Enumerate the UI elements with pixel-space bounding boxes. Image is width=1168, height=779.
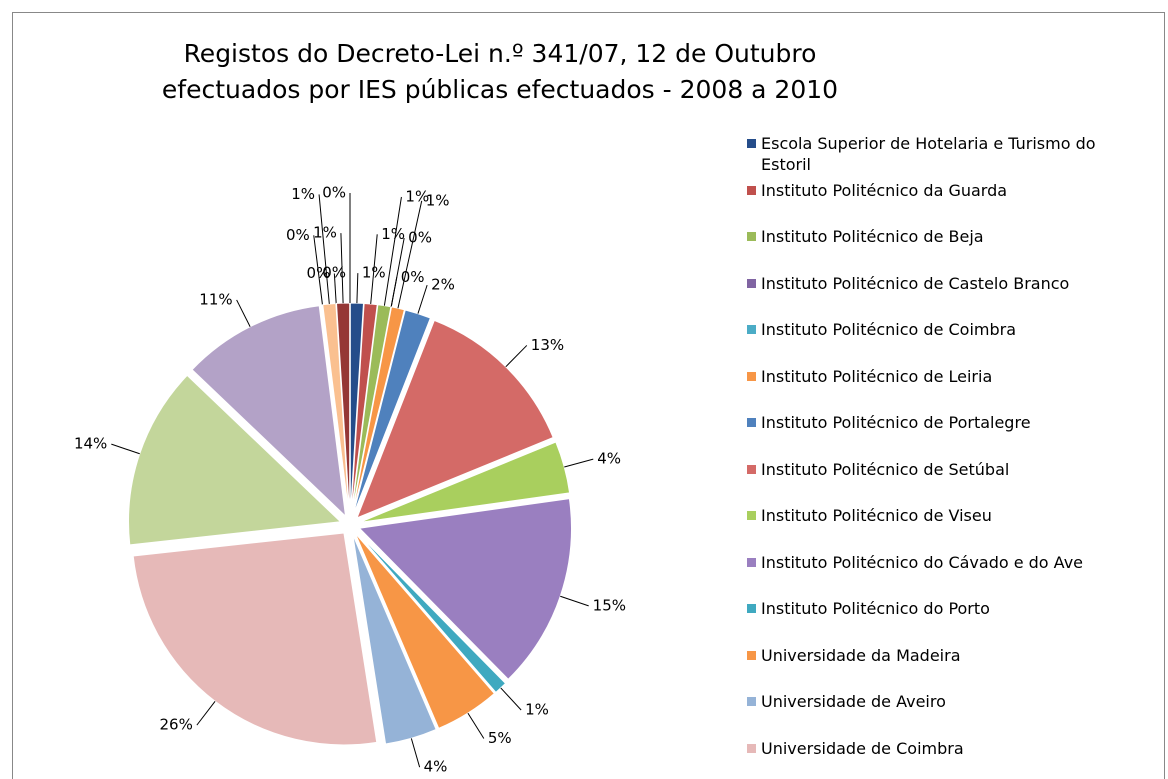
legend-label: Instituto Politécnico de Castelo Branco [761, 273, 1070, 293]
title-line: Registos do Decreto-Lei n.º 341/07, 12 d… [183, 39, 817, 68]
pie-slice [132, 532, 378, 746]
leader-line [390, 237, 405, 307]
leader-line [196, 700, 216, 726]
leader-line [313, 235, 323, 305]
leader-line [318, 194, 330, 305]
data-label: 0% [286, 226, 310, 244]
data-label: 11% [199, 290, 232, 308]
legend-entry: Instituto Politécnico do Porto [745, 598, 1136, 619]
legend-label: Instituto Politécnico de Coimbra [761, 320, 1017, 339]
legend-swatch [747, 232, 756, 241]
legend-swatch [747, 325, 756, 334]
data-label: 1% [381, 225, 405, 243]
legend-label: Instituto Politécnico de Setúbal [761, 459, 1010, 479]
legend-label: Instituto Politécnico da Guarda [761, 180, 1008, 200]
pie-slice [350, 302, 378, 516]
legend-entry: Instituto Politécnico da Guarda [745, 180, 1136, 201]
data-label: 1% [525, 700, 549, 718]
legend-label: Universidade de Aveiro [761, 692, 946, 711]
leader-line [560, 595, 589, 607]
legend-label: Universidade de Coimbra [761, 738, 964, 758]
data-label: 0% [322, 184, 346, 202]
legend-swatch [747, 185, 756, 195]
legend-swatch [747, 697, 756, 706]
data-label: 0% [401, 268, 425, 286]
legend-entry: Instituto Politécnico de Portalegre [745, 412, 1136, 433]
data-label: 1% [426, 191, 450, 209]
legend-label: Instituto Politécnico do Cávado e do Ave [761, 552, 1083, 572]
legend-label: Escola Superior de Hotelaria e Turismo d… [761, 134, 1096, 174]
legend-swatch [747, 464, 756, 474]
pie-slice [359, 441, 571, 523]
data-label: 0% [322, 264, 346, 282]
leader-line [500, 687, 522, 711]
legend-swatch [747, 650, 756, 660]
pie-slice [358, 498, 572, 680]
legend-entry: Universidade de Aveiro [745, 691, 1136, 712]
data-label: 26% [160, 716, 193, 734]
leader-line [410, 738, 421, 768]
legend-swatch [747, 371, 756, 381]
data-label: 14% [74, 435, 107, 453]
leader-line [564, 458, 594, 468]
pie-slice [356, 531, 507, 694]
data-label: 2% [431, 276, 455, 294]
leader-line [383, 196, 402, 306]
legend-entry: Escola Superior de Hotelaria e Turismo d… [745, 133, 1136, 175]
legend-label: Instituto Politécnico do Porto [761, 599, 990, 618]
leader-line [370, 234, 378, 305]
legend-entry: Universidade de Coimbra [745, 738, 1136, 759]
chart-frame [12, 12, 1165, 779]
data-label: 1% [291, 185, 315, 203]
pie-slice [356, 319, 554, 519]
legend-entry: Instituto Politécnico de Viseu [745, 505, 1136, 526]
pie-slice [191, 305, 347, 518]
data-label: 13% [531, 336, 564, 354]
leader-line [333, 273, 337, 304]
legend-swatch [747, 511, 756, 520]
legend-label: Universidade da Madeira [761, 645, 961, 665]
pie-slice [128, 374, 342, 546]
leader-line [356, 273, 359, 304]
leader-line [236, 299, 251, 327]
legend-swatch [747, 278, 756, 288]
legend-entry: Instituto Politécnico de Castelo Branco [745, 273, 1136, 294]
legend-label: Instituto Politécnico de Portalegre [761, 413, 1031, 432]
legend-entry: Instituto Politécnico de Setúbal [745, 459, 1136, 480]
data-label: 4% [597, 450, 621, 468]
legend-entry: Instituto Politécnico de Beja [745, 226, 1136, 247]
legend-entry: Instituto Politécnico do Cávado e do Ave [745, 552, 1136, 573]
chart-title: Registos do Decreto-Lei n.º 341/07, 12 d… [100, 36, 900, 108]
legend-entry: Universidade da Madeira [745, 645, 1136, 666]
legend-label: Instituto Politécnico de Leiria [761, 366, 993, 386]
title-line: efectuados por IES públicas efectuados -… [161, 75, 839, 104]
leader-line [111, 443, 140, 455]
data-label: 0% [307, 264, 331, 282]
data-label: 4% [424, 758, 448, 776]
pie-slice [352, 534, 437, 745]
leader-line [397, 200, 423, 309]
legend-swatch [747, 557, 756, 567]
data-label: 5% [488, 729, 512, 747]
data-label: 1% [313, 224, 337, 242]
legend-swatch [747, 418, 756, 427]
legend-entry: Instituto Politécnico de Coimbra [745, 319, 1136, 340]
legend-swatch [747, 743, 756, 753]
leader-line [505, 345, 528, 368]
data-label: 1% [405, 188, 429, 206]
legend-swatch [747, 604, 756, 613]
legend-swatch [747, 139, 756, 148]
leader-line [467, 712, 485, 739]
leader-line [340, 233, 344, 304]
data-label: 15% [593, 596, 626, 614]
legend-label: Instituto Politécnico de Beja [761, 227, 984, 246]
legend-label: Instituto Politécnico de Viseu [761, 506, 992, 525]
leader-line [417, 284, 428, 314]
legend-entry: Instituto Politécnico de Leiria [745, 366, 1136, 387]
